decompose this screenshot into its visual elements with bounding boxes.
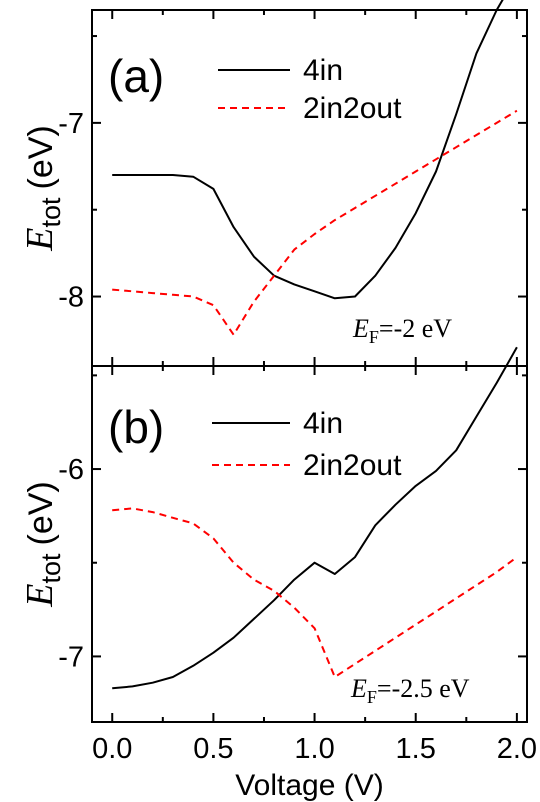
panel-a-series-2in2out (112, 109, 518, 336)
panel-b-annotation-rest: =-2.5 eV (377, 674, 470, 703)
panel-a-legend-label: 2in2out (303, 92, 402, 125)
panel-b-ytick-label: -7 (58, 641, 84, 673)
panel-b-annotation-sub: F (367, 687, 377, 707)
panel-b-xtick-label: 0.0 (92, 733, 132, 765)
panel-a-ylabel-main: E (19, 228, 61, 252)
panel-b-y-axis-label: Etot (eV) (19, 481, 66, 607)
panel-a-ytick-label: -7 (58, 108, 84, 140)
panel-b-xtick-label: 1.5 (396, 733, 436, 765)
panel-b-series-2in2out (112, 507, 518, 678)
panel-b-xtick-label: 0.5 (193, 733, 233, 765)
panel-b-frame (91, 365, 528, 723)
panel-a-annotation-main: E (352, 314, 369, 343)
panel-a-legend-label: 4in (303, 54, 343, 87)
panel-a-y-axis-label: Etot (eV) (19, 125, 66, 251)
panel-a-annotation: EF=-2 eV (352, 314, 452, 347)
panel-b: -7 -6 0.0 0.5 1.0 1.5 2.0 Voltage (V) Etot (eV) (b… (19, 346, 537, 802)
panel-b-ylabel-unit: (eV) (22, 481, 60, 545)
panel-b-ylabel-main: E (19, 584, 61, 608)
panel-b-annotation-main: E (350, 674, 367, 703)
panel-a-ytick-label: -8 (58, 282, 84, 314)
panel-a-label: (a) (108, 50, 164, 102)
panel-b-xtick-label: 2.0 (497, 733, 537, 765)
panel-b-xtick-label: 1.0 (294, 733, 334, 765)
panel-b-legend-label: 2in2out (303, 449, 402, 482)
panel-b-annotation: EF=-2.5 eV (350, 674, 470, 707)
panel-a-ylabel-unit: (eV) (22, 125, 60, 189)
panel-a-series-4in (112, 0, 504, 300)
panel-a-ylabel-sub: tot (36, 197, 66, 228)
panel-b-series-4in (112, 346, 518, 690)
x-axis-label: Voltage (V) (235, 769, 383, 802)
panel-a-annotation-rest: =-2 eV (379, 314, 452, 343)
panel-b-ylabel-sub: tot (36, 553, 66, 584)
panel-b-legend-label: 4in (303, 407, 343, 440)
panel-a-annotation-sub: F (369, 327, 379, 347)
panel-b-ytick-label: -6 (58, 454, 84, 486)
panel-b-label: (b) (108, 401, 164, 453)
